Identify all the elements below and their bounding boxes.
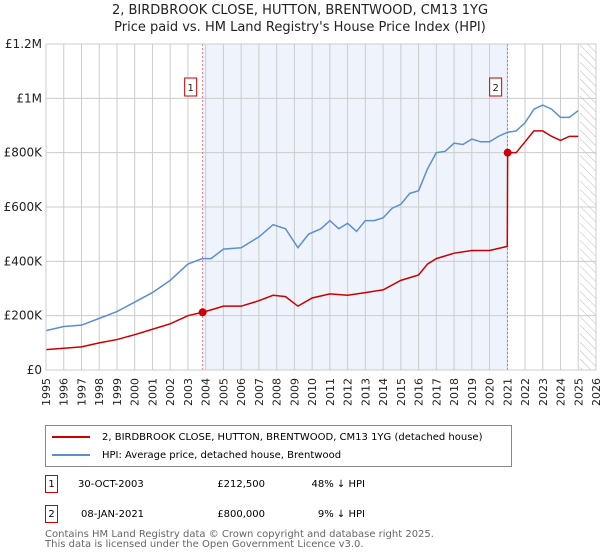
x-tick-label: 2008 [271,378,284,406]
x-tick-label: 1995 [40,378,53,406]
legend-label-property: 2, BIRDBROOK CLOSE, HUTTON, BRENTWOOD, C… [102,431,483,443]
x-tick-label: 2018 [448,378,461,406]
x-tick-label: 1997 [75,378,88,406]
marker-badge [489,77,503,97]
x-tick-label: 2004 [200,378,213,406]
transaction-date: 08-JAN-2021 [81,508,145,520]
plot-border [45,43,597,371]
x-tick-label: 2000 [129,378,142,406]
x-tick-label: 2023 [537,378,550,406]
y-tick-label: £600K [4,200,44,214]
chart-title: 2, BIRDBROOK CLOSE, HUTTON, BRENTWOOD, C… [111,3,489,18]
y-tick-label: £400K [4,254,44,268]
transaction-row: 1 30-OCT-2003 £212,500 48% ↓ HPI [45,475,365,493]
transaction-price: £212,500 [217,478,265,490]
sale-point [503,148,512,157]
x-tick-label: 2024 [555,378,568,406]
y-tick-label: £200K [4,309,44,323]
transaction-hpi: 48% ↓ HPI [311,478,365,490]
y-tick-label: £800K [4,146,44,160]
x-tick-label: 2025 [572,378,585,406]
transaction-price: £800,000 [217,508,265,520]
x-tick-label: 2019 [466,378,479,406]
x-tick-label: 2013 [359,378,372,406]
x-tick-label: 2006 [235,378,248,406]
footer: Contains HM Land Registry data © Crown c… [45,530,434,550]
x-tick-label: 2001 [146,378,159,406]
x-tick-label: 1999 [111,378,124,406]
x-tick-label: 2007 [253,378,266,406]
x-tick-label: 2011 [324,378,337,406]
series-line [45,130,579,351]
y-tick-label: £1M [16,91,42,105]
x-tick-label: 2009 [288,378,301,406]
transaction-row: 2 08-JAN-2021 £800,000 9% ↓ HPI [45,505,365,523]
plot-area: 1995 1996 1997 1998 1999 2000 2001 2002 2003 2004… [4,37,600,406]
marker-badge [184,77,198,97]
x-tick-label: 1998 [93,378,106,406]
x-tick-label: 1996 [58,378,71,406]
chart-subtitle: Price paid vs. HM Land Registry's House … [114,20,486,35]
transaction-date: 30-OCT-2003 [78,478,144,490]
x-tick-label: 2015 [395,378,408,406]
series-line [45,104,579,332]
marker-label: 2 [492,83,498,94]
transaction-badge: 1 [45,475,58,493]
transaction-badge: 2 [45,505,58,523]
x-tick-label: 2012 [342,378,355,406]
footer-line: Contains HM Land Registry data © Crown c… [45,529,434,540]
sale-point [198,308,207,317]
x-tick-label: 2003 [182,378,195,406]
footer-line: This data is licensed under the Open Gov… [45,539,364,550]
legend: 2, BIRDBROOK CLOSE, HUTTON, BRENTWOOD, C… [45,425,512,467]
legend-label-hpi: HPI: Average price, detached house, Bren… [102,449,342,461]
x-tick-label: 2026 [590,378,600,406]
x-tick-label: 2020 [484,378,497,406]
x-tick-label: 2017 [430,378,443,406]
x-tick-label: 2010 [306,378,319,406]
y-tick-label: £1.2M [5,37,42,51]
y-tick-label: £0 [27,363,42,377]
legend-swatch-property [52,436,90,438]
x-tick-label: 2016 [413,378,426,406]
marker-label: 1 [187,83,193,94]
legend-swatch-hpi [52,454,90,456]
x-tick-label: 2002 [164,378,177,406]
x-tick-label: 2005 [217,378,230,406]
x-tick-label: 2022 [519,378,532,406]
transaction-hpi: 9% ↓ HPI [317,508,365,520]
x-tick-label: 2014 [377,378,390,406]
x-tick-label: 2021 [501,378,514,406]
